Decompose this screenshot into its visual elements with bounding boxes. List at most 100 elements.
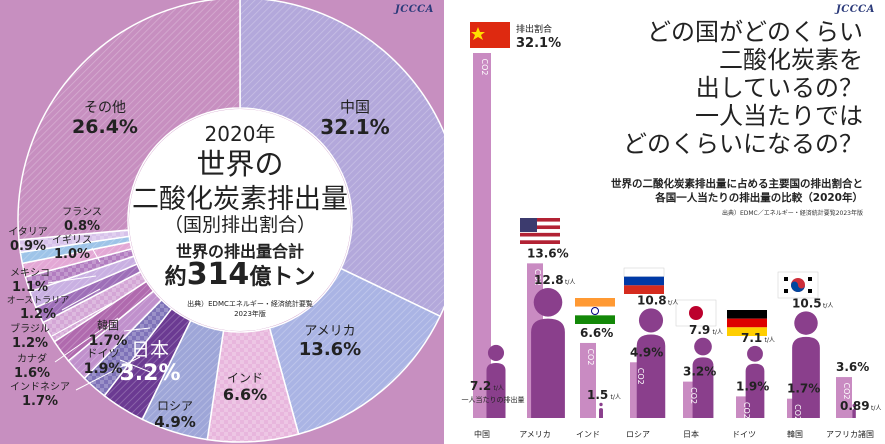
flag-3-icon (575, 298, 615, 324)
flag-5-icon (675, 299, 717, 327)
per-capita-unit-2: t/人 (565, 279, 575, 286)
category-label-8: アフリカ諸国 (826, 429, 874, 439)
donut-slice-value-12: 1.1% (12, 280, 48, 295)
donut-leader-7 (123, 327, 151, 332)
flag-7-icon (777, 271, 819, 299)
per-capita-label-8: 0.89 (840, 399, 870, 413)
bar-co2-text-2: CO2 (533, 269, 542, 286)
donut-slice-value-10: 1.2% (12, 336, 48, 351)
per-capita-unit-3: t/人 (611, 394, 621, 401)
flag-2-icon (520, 218, 560, 244)
donut-slice-name-8: インドネシア (10, 381, 70, 393)
donut-slice-name-12: メキシコ (10, 268, 50, 279)
donut-leader-13 (91, 247, 101, 263)
per-capita-label-4: 10.8 (637, 293, 667, 307)
category-label-2: アメリカ (519, 430, 551, 439)
share-bar-1 (473, 53, 491, 418)
donut-slice-value-6: 1.9% (84, 361, 123, 377)
category-label-1: 中国 (474, 429, 490, 439)
donut-total-value: 314 (186, 257, 250, 292)
person-figure-4 (636, 308, 666, 418)
share-label-4: 4.9% (630, 345, 663, 359)
per-capita-label-2: 12.8 (534, 273, 564, 287)
donut-slice-name-9: カナダ (17, 352, 47, 365)
share-label-6: 1.9% (736, 379, 769, 393)
bar-title-line2: 二酸化炭素を (719, 46, 863, 74)
bar-source: 出典）EDMC／エネルギー・経済統計要覧2023年版 (721, 210, 863, 217)
per-capita-unit-8: t/人 (871, 405, 881, 412)
panel-divider (444, 0, 448, 444)
share-label-5: 3.2% (683, 365, 716, 379)
donut-subtitle: （国別排出割合） (163, 214, 316, 236)
donut-slice-name-3: インド (227, 371, 263, 385)
person-figure-3 (599, 402, 603, 418)
bar-co2-text-4: CO2 (636, 368, 645, 385)
donut-slice-name-10: ブラジル (10, 322, 50, 335)
bar-co2-text-6: CO2 (742, 402, 751, 419)
donut-slice-value-5: 3.2% (119, 361, 180, 386)
donut-slice-name-13: イギリス (52, 234, 92, 246)
per-capita-label-6: 7.1 (741, 331, 762, 345)
bar-chart: CO2 32.1% 中国 CO2 13.6% アメリカ CO2 6.6% インド CO2 4.9% ロ… (462, 22, 881, 439)
person-figure-8 (852, 404, 856, 418)
donut-slice-name-6: ドイツ (87, 347, 120, 360)
donut-slice-value-13: 1.0% (54, 247, 90, 262)
category-label-4: ロシア (626, 430, 650, 439)
donut-slice-name-4: ロシア (157, 399, 193, 413)
person-figure-1 (486, 344, 506, 418)
donut-center (129, 109, 351, 331)
donut-leader-8 (75, 356, 141, 391)
bar-co2-text-3: CO2 (586, 348, 595, 365)
donut-slice-value-7: 1.7% (89, 333, 128, 349)
bar-co2-text-7: CO2 (793, 404, 802, 421)
donut-source-line1: 出典）EDMCエネルギー・経済統計要覧 (187, 300, 313, 308)
bar-co2-text-1: CO2 (480, 59, 489, 76)
donut-slice-name-2: アメリカ (304, 324, 355, 339)
bar-title-line1: どの国がどのくらい (647, 18, 863, 46)
donut-slice-name-11: オーストラリア (7, 295, 70, 306)
bar-title-line3: 出しているの？ (695, 74, 863, 102)
category-label-5: 日本 (683, 429, 699, 439)
person-figure-6 (745, 345, 765, 418)
donut-slice-name-1: 中国 (340, 98, 370, 116)
per-capita-unit-5: t/人 (713, 329, 723, 336)
bar-panel: CO2 32.1% 中国 CO2 13.6% アメリカ CO2 6.6% インド CO2 4.9% ロ… (448, 0, 885, 444)
donut-slice-value-3: 6.6% (223, 385, 267, 404)
share-bar-3 (580, 342, 596, 418)
share-label-2: 13.6% (527, 246, 569, 260)
per-capita-note: 一人当たりの排出量 (462, 395, 525, 404)
flag-4-icon (623, 267, 665, 294)
donut-leader-10 (51, 302, 113, 337)
person-figure-5 (692, 337, 714, 418)
person-figure-2 (531, 288, 565, 418)
bar-co2-text-5: CO2 (689, 387, 698, 404)
per-capita-unit-6: t/人 (765, 337, 775, 344)
share-label-7: 1.7% (787, 382, 820, 396)
share-label-1: 32.1% (516, 36, 561, 51)
category-label-3: インド (576, 430, 600, 439)
share-bar-8 (836, 377, 852, 418)
donut-source-line2: 2023年版 (234, 310, 266, 318)
person-figure-7 (792, 311, 820, 418)
donut-total: 約314億トン (120, 257, 360, 292)
per-capita-label-1: 7.2 (470, 379, 491, 393)
donut-title-line2: 二酸化炭素排出量 (132, 184, 348, 215)
donut-slice-value-9: 1.6% (14, 366, 50, 381)
jccca-logo-right: JCCCA (836, 4, 875, 15)
flag-6-icon (727, 310, 767, 336)
category-label-7: 韓国 (787, 429, 803, 439)
per-capita-unit-4: t/人 (668, 299, 678, 306)
bar-subtitle-line2: 各国一人当たりの排出量の比較（2020年） (655, 192, 863, 204)
category-label-6: ドイツ (732, 430, 756, 439)
share-header: 排出割合 (516, 23, 552, 35)
donut-slice-value-2: 13.6% (299, 339, 361, 360)
share-label-8: 3.6% (836, 360, 869, 374)
bar-subtitle-line1: 世界の二酸化炭素排出量に占める主要国の排出割合と (611, 178, 863, 190)
donut-panel: 中国 32.1% アメリカ 13.6% インド 6.6% ロシア 4.9% 日本 3.2% ドイツ 1… (0, 0, 444, 444)
bar-title-line4: 一人当たりでは (695, 102, 863, 130)
donut-slice-value-1: 32.1% (320, 115, 389, 139)
donut-slice-value-14: 0.8% (64, 219, 100, 234)
bar-co2-text-8: CO2 (842, 383, 851, 400)
donut-leader-6 (119, 359, 151, 373)
